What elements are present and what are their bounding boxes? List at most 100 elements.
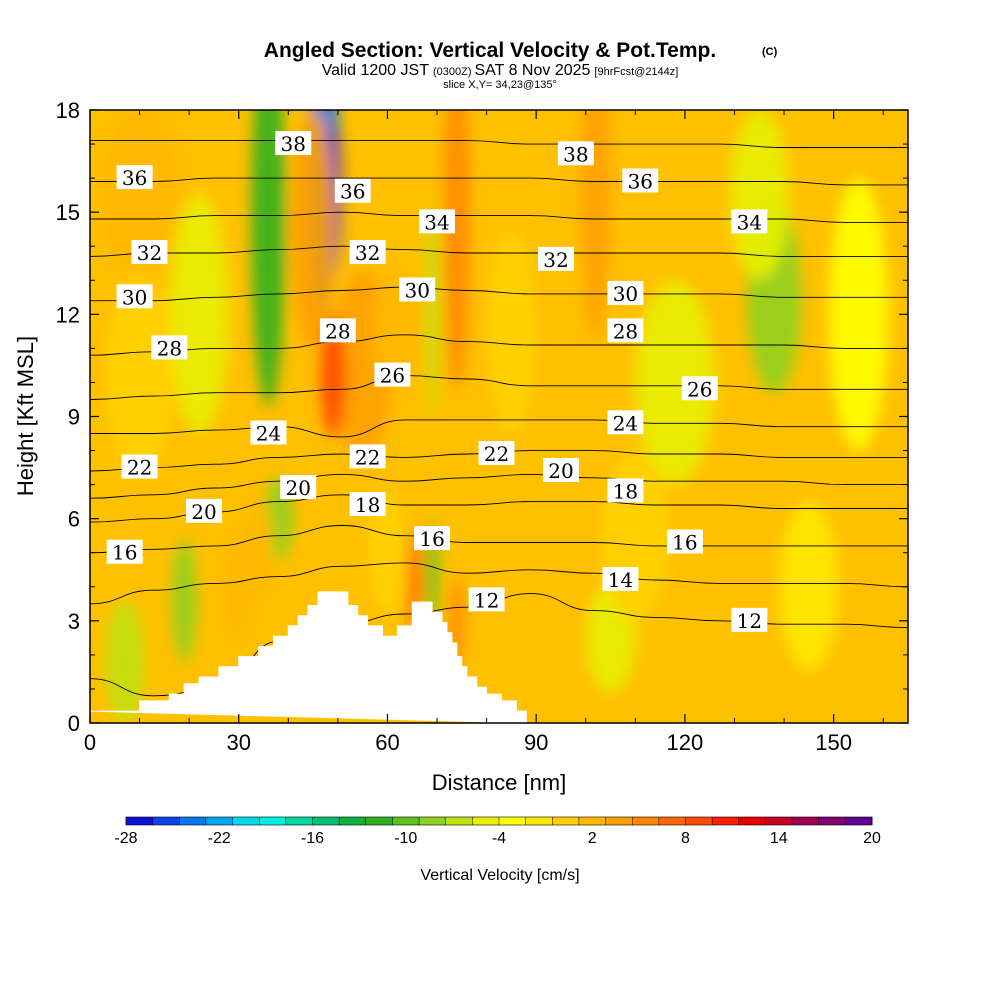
colorbar-bin [285,817,313,825]
colorbar: -28 -22 -16 -10 -4 2 8 14 20 [114,816,881,847]
colorbar-bin [232,817,260,825]
colorbar-bin [419,817,447,825]
isentrope-label: 12 [737,609,762,633]
isentrope-label-box [731,209,768,234]
colorbar-tick-label: -10 [394,830,417,847]
colorbar-bin [605,817,633,825]
plot-area: 12 12 14 16 16 16 18 18 20 20 20 22 22 22 24 24 26 26 28 28… [90,110,908,723]
colorbar-bin [765,817,793,825]
isentrope-label-box [607,410,644,435]
isentrope-label: 30 [613,282,638,306]
colorbar-bin [658,817,686,825]
isentrope-line [90,211,908,223]
velocity-cell [320,314,346,437]
isentrope-label-box [131,240,168,265]
colorbar-bin [339,817,367,825]
colorbar-bin [792,817,820,825]
colorbar-bin [205,817,234,825]
isentrope-label: 18 [355,493,380,517]
isentrope-label-box [731,607,768,632]
isentrope-label: 16 [112,541,137,565]
velocity-cell [600,450,671,621]
isentrope-label: 26 [687,377,712,401]
y-tick-label: 3 [68,609,80,634]
x-tick-label: 90 [524,730,548,755]
isentrope-line [90,562,908,605]
isentrope-line [90,177,908,186]
isentrope-label-box [374,362,411,387]
isentrope-line [90,473,908,499]
isentrope-label-box [607,280,644,305]
velocity-cell [425,198,439,417]
x-tick-label: 60 [375,730,399,755]
colorbar-tick-label: 20 [863,830,881,847]
y-tick-label: 15 [56,200,80,225]
title-mark: (C) [762,46,778,58]
subtitle-date: SAT 8 Nov 2025 [475,62,591,79]
isentrope-label: 36 [122,166,147,190]
velocity-cell [104,273,175,478]
isentrope-label: 20 [285,476,310,500]
chart-title: Angled Section: Vertical Velocity & Pot.… [264,39,716,62]
colorbar-tick-label: -22 [208,830,231,847]
velocity-cell [729,110,790,281]
isentrope-label: 24 [256,422,281,446]
isentrope-label: 22 [127,456,152,480]
isentrope-label-box [607,318,644,343]
isentrope-label: 30 [122,285,147,309]
colorbar-bin [738,817,766,825]
isentrope-line [90,245,908,257]
isentrope-labels: 12 12 14 16 16 16 18 18 20 20 20 22 22 22 24 24 26 26 28 28… [106,131,768,633]
subtitle-prefix: Valid 1200 JST [322,62,430,79]
isentrope-label-box [349,492,386,517]
subtitle-utc: (0300Z) [433,66,472,78]
isentrope-label: 28 [157,336,182,360]
colorbar-bin [152,817,180,825]
colorbar-bin [472,817,500,825]
isentrope-line [90,419,908,438]
isentrope-label: 34 [737,210,762,234]
isentrope-label-box [280,475,317,500]
velocity-cell [443,110,470,390]
isentrope-label-box [349,240,386,265]
terrain [90,591,527,723]
isentrope-label-box [602,566,639,591]
velocity-cell [223,535,254,638]
y-tick-label: 0 [68,711,80,736]
chart-subtitle: Valid 1200 JST (0300Z) SAT 8 Nov 2025 [9hrF… [322,62,679,79]
isentrope-label-box [622,168,659,193]
x-tick-label: 120 [667,730,704,755]
colorbar-bin [499,817,527,825]
isentrope-label-box [349,444,386,469]
velocity-cell [99,110,180,281]
isentrope-label-box [121,454,158,479]
isentrope-label: 26 [380,364,405,388]
colorbar-tick-label: 8 [681,830,690,847]
isentrope-label: 32 [355,241,380,265]
colorbar-tick-label: 2 [588,830,597,847]
isentrope-label-box [542,457,579,482]
isentrope-label-box [681,376,718,401]
isentrope-line [90,334,908,356]
isentrope-label-box [607,478,644,503]
isentrope-label-box [414,526,451,551]
y-tick-label: 12 [56,302,80,327]
isentrope-label: 20 [548,459,573,483]
isentrope-label: 38 [281,132,306,156]
isentrope-label-box [250,420,287,445]
isentrope-label-box [275,131,312,156]
y-tick-label: 9 [68,405,80,430]
isentrope-label: 28 [613,319,638,343]
colorbar-bin [712,817,740,825]
x-axis-label: Distance [nm] [432,770,567,795]
isentrope-label: 36 [628,170,653,194]
velocity-cell [171,539,197,662]
velocity-cell [367,491,408,615]
colorbar-bin [845,817,873,825]
isentrope-label-box [557,141,594,166]
colorbar-bin [685,817,713,825]
isentrope-label-box [478,440,515,465]
slice-label: slice X,Y= 34,23@135° [443,79,557,91]
colorbar-bin [392,817,420,825]
